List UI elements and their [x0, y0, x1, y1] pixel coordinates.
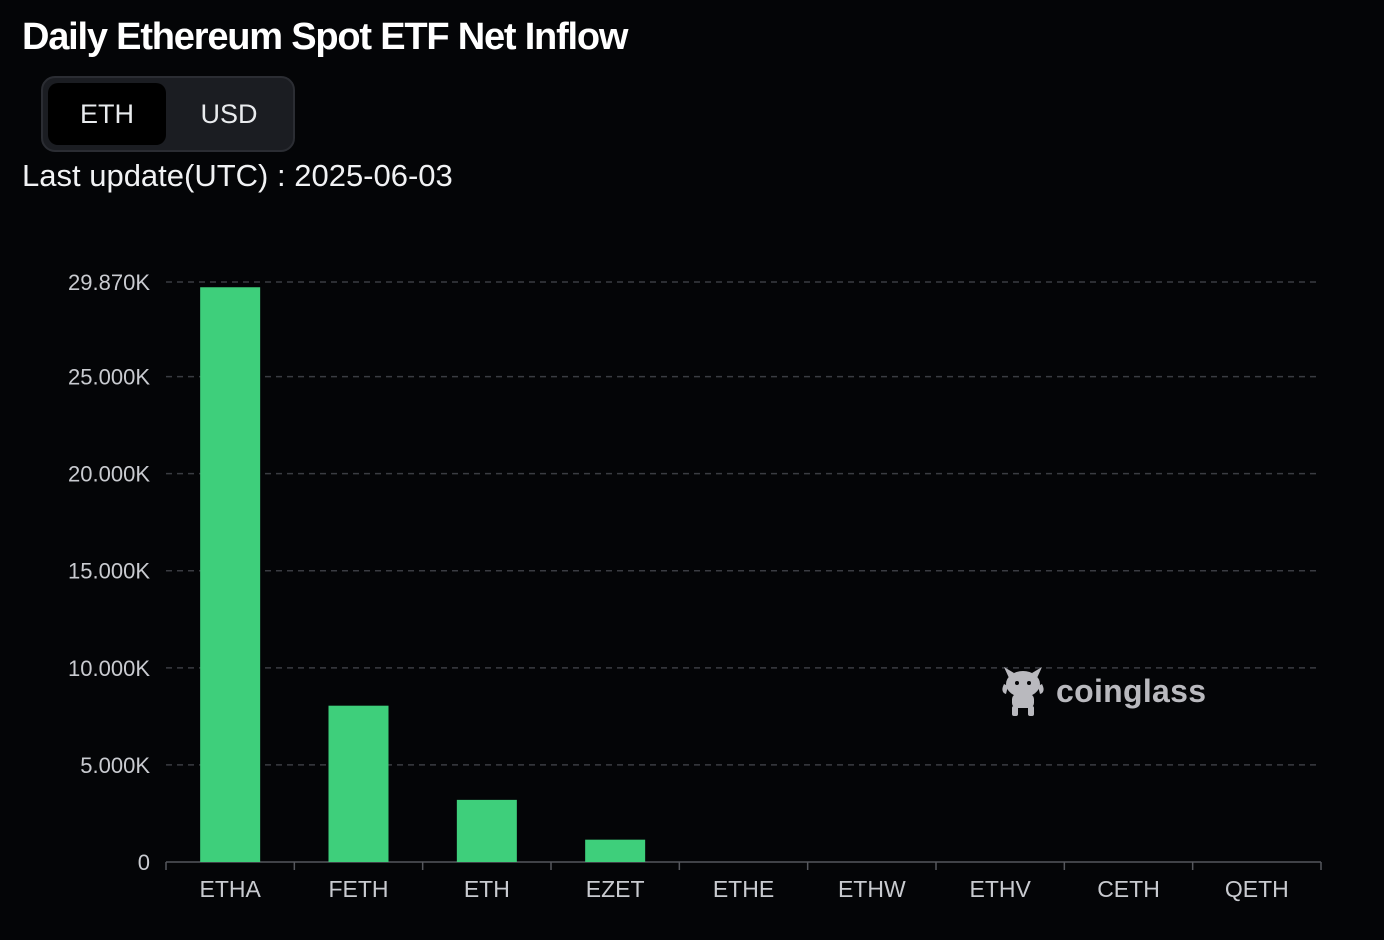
coinglass-watermark: coinglass	[1000, 664, 1206, 718]
y-tick-label: 25.000K	[68, 365, 150, 390]
y-tick-label: 15.000K	[68, 559, 150, 584]
bar-eth	[456, 799, 517, 862]
coinglass-mascot-icon	[1002, 667, 1044, 716]
x-tick-label: EZET	[586, 876, 645, 902]
y-tick-label: 29.870K	[68, 270, 150, 295]
x-tick-label: ETHA	[199, 876, 261, 902]
toggle-usd-button[interactable]: USD	[200, 98, 258, 129]
y-tick-label: 0	[138, 850, 150, 875]
unit-toggle[interactable]: ETH USD	[41, 76, 295, 152]
page-title: Daily Ethereum Spot ETF Net Inflow	[22, 16, 628, 58]
x-tick-label: ETHE	[713, 876, 774, 902]
y-tick-label: 10.000K	[68, 656, 150, 681]
bar-feth	[328, 705, 389, 862]
x-tick-label: ETHW	[838, 876, 906, 902]
watermark-text: coinglass	[1056, 672, 1207, 709]
toggle-eth-button[interactable]: ETH	[48, 83, 166, 145]
x-tick-label: ETHV	[969, 876, 1031, 902]
y-tick-label: 5.000K	[80, 753, 150, 778]
bar-ezet	[585, 839, 646, 862]
x-tick-label: CETH	[1097, 876, 1160, 902]
x-tick-label: FETH	[328, 876, 388, 902]
last-update-text: Last update(UTC) : 2025-06-03	[22, 158, 453, 193]
y-tick-label: 20.000K	[68, 462, 150, 487]
bar-etha	[200, 287, 261, 863]
x-tick-label: QETH	[1225, 876, 1289, 902]
x-tick-label: ETH	[464, 876, 510, 902]
